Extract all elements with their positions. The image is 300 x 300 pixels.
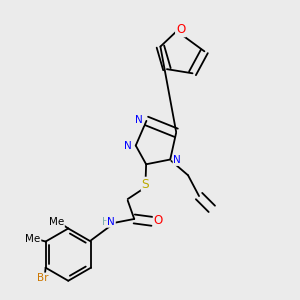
Text: N: N bbox=[124, 140, 132, 151]
Text: H: H bbox=[102, 217, 110, 226]
Text: S: S bbox=[142, 178, 149, 191]
Text: Br: Br bbox=[38, 273, 49, 284]
Text: O: O bbox=[176, 23, 185, 36]
Text: O: O bbox=[154, 214, 163, 227]
Text: Me: Me bbox=[25, 234, 40, 244]
Text: N: N bbox=[173, 155, 181, 165]
Text: N: N bbox=[107, 217, 115, 226]
Text: Me: Me bbox=[49, 217, 64, 227]
Text: N: N bbox=[135, 115, 143, 125]
